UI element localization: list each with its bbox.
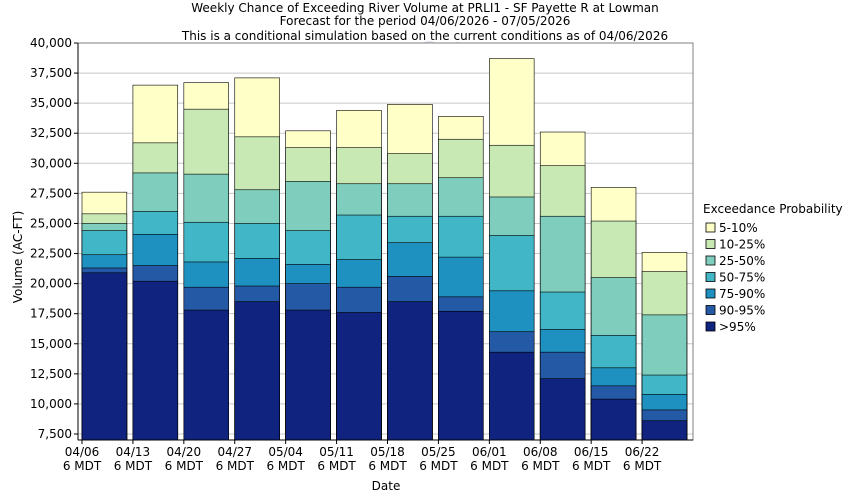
x-tick-label-date: 05/11 (319, 445, 354, 459)
bar-stack-06-01 (489, 58, 535, 441)
legend-swatch (705, 288, 716, 299)
x-tick-label-time: 6 MDT (216, 459, 255, 473)
legend-swatch (705, 321, 716, 332)
bar-segment-gt95pct (590, 398, 637, 441)
bar-segment-gt95pct (539, 378, 586, 441)
legend-label: 50-75% (719, 271, 765, 285)
x-tick-label-date: 06/08 (523, 445, 558, 459)
x-tick-label-time: 6 MDT (419, 459, 458, 473)
x-tick-label-date: 04/06 (65, 445, 100, 459)
bar-stack-05-25 (438, 116, 484, 441)
x-tick-label-date: 05/25 (421, 445, 456, 459)
y-axis-title: Volume (AC-FT) (11, 211, 25, 304)
bar-segment-gt95pct (641, 420, 688, 441)
y-tick-label: 7,500 (38, 427, 72, 441)
bar-segment-gt95pct (489, 351, 535, 441)
x-tick-label-time: 6 MDT (623, 459, 662, 473)
bar-segment-gt95pct (132, 280, 179, 441)
legend-label: >95% (719, 320, 756, 334)
x-tick-label-time: 6 MDT (317, 459, 356, 473)
chart-title: Weekly Chance of Exceeding River Volume … (181, 1, 668, 43)
x-tick-label-time: 6 MDT (521, 459, 560, 473)
x-tick-label-date: 05/04 (268, 445, 303, 459)
bar-stack-04-06 (81, 191, 128, 441)
bar-segment-gt95pct (438, 310, 484, 441)
legend-label: 10-25% (719, 238, 765, 252)
bars (81, 58, 688, 441)
x-tick-label-time: 6 MDT (572, 459, 611, 473)
x-tick-label-time: 6 MDT (368, 459, 407, 473)
bar-stack-04-20 (183, 82, 229, 441)
x-tick-label-date: 04/20 (167, 445, 202, 459)
y-tick-label: 15,000 (30, 337, 72, 351)
y-tick-label: 10,000 (30, 397, 72, 411)
bar-stack-06-15 (590, 187, 637, 441)
y-axis: 7,500 10,000 12,500 15,000 17,500 20,000 22,50… (30, 36, 694, 441)
y-tick-label: 12,500 (30, 367, 72, 381)
legend-swatch (705, 255, 716, 266)
bar-stack-04-27 (234, 77, 280, 441)
legend-label: 90-95% (719, 304, 765, 318)
legend-swatch (705, 305, 716, 315)
x-axis-title: Date (372, 479, 401, 493)
y-tick-label: 35,000 (30, 96, 72, 110)
bar-stack-06-22 (641, 252, 688, 441)
legend-label: 5-10% (719, 221, 758, 235)
y-tick-label: 20,000 (30, 277, 72, 291)
legend-label: 75-90% (719, 287, 765, 301)
x-tick-label-date: 06/01 (472, 445, 507, 459)
title-line-2: Forecast for the period 04/06/2026 - 07/… (280, 14, 571, 28)
bar-segment-gt95pct (285, 309, 331, 441)
x-tick-label-date: 04/27 (217, 445, 252, 459)
y-tick-label: 37,500 (30, 66, 72, 80)
bar-stack-04-13 (132, 84, 179, 441)
y-tick-label: 27,500 (30, 186, 72, 200)
bar-segment-gt95pct (387, 301, 433, 441)
y-tick-label: 32,500 (30, 126, 72, 140)
bar-segment-gt95pct (234, 301, 280, 441)
legend-label: 25-50% (719, 254, 765, 268)
bar-segment-gt95pct (81, 272, 128, 441)
legend-swatch (705, 222, 716, 233)
x-tick-label-time: 6 MDT (114, 459, 153, 473)
title-line-3: This is a conditional simulation based o… (181, 29, 668, 43)
bar-stack-05-11 (336, 110, 382, 441)
x-tick-label-time: 6 MDT (165, 459, 204, 473)
bar-stack-05-04 (285, 130, 331, 441)
y-tick-label: 17,500 (30, 307, 72, 321)
x-tick-label-date: 04/13 (116, 445, 151, 459)
x-tick-label-time: 6 MDT (63, 459, 102, 473)
legend-swatch (705, 239, 716, 249)
bar-segment-gt95pct (183, 309, 229, 441)
y-tick-label: 30,000 (30, 156, 72, 170)
x-tick-label-time: 6 MDT (470, 459, 509, 473)
x-tick-label-time: 6 MDT (266, 459, 305, 473)
legend: Exceedance Probability 5-10% 10-25% 25-50%… (703, 202, 843, 334)
x-tick-label-date: 05/18 (370, 445, 405, 459)
y-tick-label: 40,000 (30, 36, 72, 50)
legend-title: Exceedance Probability (703, 202, 843, 216)
bar-stack-05-18 (387, 104, 433, 441)
legend-swatch (705, 272, 716, 282)
title-line-1: Weekly Chance of Exceeding River Volume … (191, 1, 658, 15)
x-tick-label-date: 06/15 (574, 445, 609, 459)
x-tick-label-date: 06/22 (625, 445, 660, 459)
y-tick-label: 22,500 (30, 247, 72, 261)
bar-stack-06-08 (539, 131, 586, 441)
y-tick-label: 25,000 (30, 216, 72, 230)
bar-segment-gt95pct (336, 312, 382, 441)
